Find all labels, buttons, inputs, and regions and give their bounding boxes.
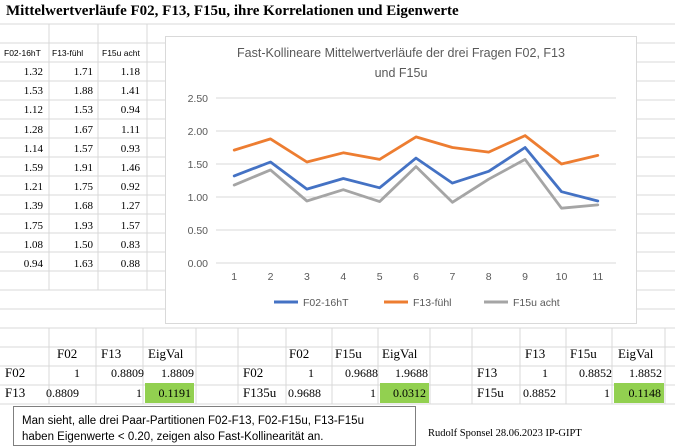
matrix3-row2-eig-highlight: 0.1148: [614, 383, 664, 403]
line-chart[interactable]: Fast-Kollineare Mittelwertverläufe der d…: [165, 36, 637, 324]
table-cell[interactable]: 1.57: [120, 219, 140, 232]
matrix3-row1-eig: 1.8852: [629, 366, 662, 380]
note-textbox[interactable]: Man sieht, alle drei Paar-Partitionen F0…: [13, 406, 416, 446]
table-cell[interactable]: 1.46: [120, 162, 140, 174]
matrix1-row1-eig: 1.8809: [161, 366, 194, 380]
y-tick-label: 2.00: [188, 126, 209, 138]
table-cell[interactable]: 1.88: [73, 85, 93, 98]
table-cell[interactable]: 1.53: [23, 85, 43, 98]
matrix3-row1-label: F13: [477, 365, 498, 380]
matrix1-row2-eig-highlight: 0.1191: [145, 383, 194, 403]
matrix3-row2-a: 0.8852: [523, 386, 556, 400]
x-tick-label: 7: [449, 271, 455, 283]
table-cell[interactable]: 1.93: [73, 219, 93, 232]
matrix2-row2-label: F135u: [243, 385, 277, 400]
x-tick-label: 9: [522, 271, 528, 283]
table-cell[interactable]: 1.08: [23, 238, 43, 251]
matrix2-eig-header: EigVal: [382, 346, 418, 361]
table-cell[interactable]: 1.27: [120, 200, 140, 213]
legend-label: F13-fühl: [413, 297, 452, 309]
matrix1-col1-header: F02: [57, 346, 78, 361]
table-cell[interactable]: 1.71: [73, 66, 93, 78]
legend-label: F15u acht: [513, 297, 560, 309]
matrix1-eig-header: EigVal: [148, 346, 184, 361]
matrix1-row1-b: 0.8809: [111, 366, 144, 380]
table-cell[interactable]: 1.91: [73, 162, 93, 174]
matrix2-row1-b: 0.9688: [345, 366, 378, 380]
table-cell[interactable]: 0.93: [120, 142, 140, 155]
x-tick-label: 6: [413, 271, 419, 283]
table-cell[interactable]: 1.53: [73, 104, 93, 117]
matrix1-row1-a: 1: [74, 366, 80, 380]
x-tick-label: 2: [268, 271, 274, 283]
x-tick-label: 10: [556, 271, 568, 283]
table-cell[interactable]: 1.32: [23, 66, 43, 78]
series-line-1: [232, 146, 600, 203]
matrix3-eig-header: EigVal: [618, 346, 654, 361]
chart-title-line2: und F15u: [375, 66, 428, 80]
legend-label: F02-16hT: [303, 297, 349, 309]
matrix1-row2-b: 1: [136, 386, 142, 400]
table-cell[interactable]: 1.41: [120, 85, 140, 98]
note-line-2: haben Eigenwerte < 0.20, zeigen also Fas…: [22, 431, 324, 443]
table-cell[interactable]: 0.83: [120, 238, 140, 251]
matrix3-col2-header: F15u: [570, 346, 597, 361]
table-cell[interactable]: 0.94: [23, 258, 43, 270]
x-tick-label: 1: [231, 271, 237, 283]
table-cell[interactable]: 0.88: [120, 258, 140, 270]
table-cell[interactable]: 1.28: [23, 123, 43, 136]
matrix1-col2-header: F13: [101, 346, 122, 361]
author-credit: Rudolf Sponsel 28.06.2023 IP-GIPT: [428, 428, 582, 439]
x-tick-label: 11: [592, 271, 603, 283]
matrix1-row2-a: 0.8809: [46, 386, 79, 400]
y-tick-label: 2.50: [188, 93, 209, 105]
table-cell[interactable]: 0.94: [120, 104, 140, 117]
matrix1-row1-label: F02: [5, 365, 26, 380]
table-cell[interactable]: 1.68: [73, 200, 93, 213]
chart-title: Fast-Kollineare Mittelwertverläufe der d…: [237, 46, 565, 60]
y-tick-label: 1.00: [188, 192, 209, 204]
sheet-title: Mittelwertverläufe F02, F13, F15u, ihre …: [6, 3, 459, 19]
column-header-f15u: F15u acht: [102, 48, 140, 58]
matrix3-row1-a: 1: [542, 366, 548, 380]
table-cell[interactable]: 1.75: [73, 181, 93, 194]
matrix2-row2-a: 0.9688: [288, 386, 321, 400]
table-cell[interactable]: 1.39: [23, 200, 43, 213]
note-line-1: Man sieht, alle drei Paar-Partitionen F0…: [22, 415, 364, 427]
table-cell[interactable]: 1.50: [73, 238, 93, 251]
matrix3-row1-b: 0.8852: [579, 366, 612, 380]
table-cell[interactable]: 1.11: [121, 123, 140, 136]
x-tick-label: 8: [486, 271, 492, 283]
matrix2-col2-header: F15u: [335, 346, 362, 361]
table-cell[interactable]: 1.21: [23, 181, 43, 194]
x-tick-label: 5: [377, 271, 383, 283]
table-cell[interactable]: 1.67: [73, 123, 93, 136]
table-cell[interactable]: 1.63: [73, 258, 93, 270]
table-cell[interactable]: 1.14: [23, 142, 43, 155]
matrix3-col1-header: F13: [525, 346, 546, 361]
matrix3-row2-b: 1: [604, 386, 610, 400]
y-tick-label: 1.50: [188, 159, 209, 171]
table-cell[interactable]: 1.75: [23, 219, 43, 232]
x-tick-label: 4: [340, 271, 346, 283]
y-tick-label: 0.50: [188, 225, 209, 237]
table-cell[interactable]: 1.12: [23, 104, 43, 117]
matrix2-row2-eig-highlight: 0.0312: [380, 383, 429, 403]
matrix2-row1-label: F02: [243, 365, 264, 380]
matrix2-row1-a: 1: [308, 366, 314, 380]
table-cell[interactable]: 0.92: [120, 181, 140, 194]
chart-canvas: Fast-Kollineare Mittelwertverläufe der d…: [188, 46, 616, 309]
table-cell[interactable]: 1.59: [23, 162, 43, 174]
x-tick-label: 3: [304, 271, 310, 283]
matrix3-row2-label: F15u: [477, 385, 504, 400]
column-header-f13: F13-fühl: [52, 48, 84, 58]
y-tick-label: 0.00: [188, 258, 209, 270]
table-cell[interactable]: 1.18: [120, 66, 140, 78]
matrix2-row2-b: 1: [370, 386, 376, 400]
matrix2-col1-header: F02: [289, 346, 310, 361]
matrix1-row2-label: F13: [5, 385, 26, 400]
column-header-f02: F02-16hT: [4, 48, 41, 58]
table-cell[interactable]: 1.57: [73, 142, 93, 155]
matrix2-row1-eig: 1.9688: [395, 366, 428, 380]
